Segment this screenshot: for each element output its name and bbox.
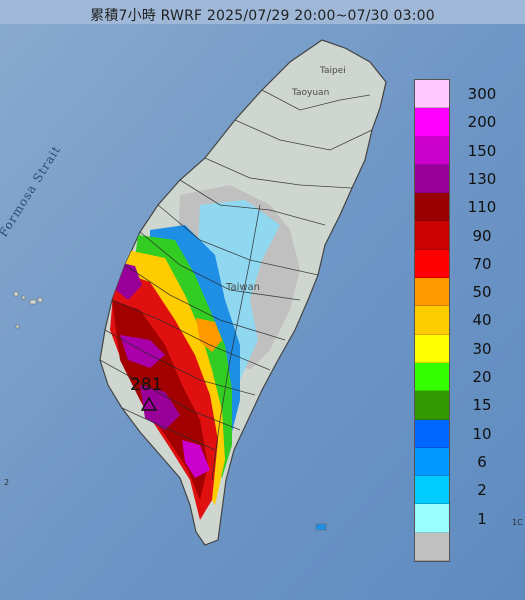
legend-label: 2 bbox=[477, 481, 487, 500]
legend-label: 1 bbox=[477, 509, 487, 528]
legend-swatch bbox=[415, 193, 449, 222]
legend-label: 15 bbox=[472, 396, 492, 415]
legend-swatch bbox=[415, 164, 449, 194]
legend-swatch bbox=[415, 108, 449, 137]
legend-label: 70 bbox=[472, 254, 492, 273]
offshore-islets bbox=[13, 291, 327, 531]
legend-swatch bbox=[415, 447, 449, 477]
legend-label: 20 bbox=[472, 368, 492, 386]
legend-swatch bbox=[415, 419, 449, 448]
legend-swatch bbox=[415, 391, 449, 420]
city-label-taoyuan: Taoyuan bbox=[292, 88, 330, 98]
legend-label: 150 bbox=[467, 141, 497, 160]
legend-swatch bbox=[415, 476, 449, 505]
map-title: 累積7小時 RWRF 2025/07/29 20:00~07/30 03:00 bbox=[90, 8, 435, 24]
legend-label: 30 bbox=[472, 339, 492, 358]
max-rain-triangle bbox=[140, 396, 158, 411]
legend-label: 90 bbox=[472, 226, 492, 245]
legend-label: 110 bbox=[467, 198, 497, 217]
legend-swatch bbox=[415, 221, 449, 250]
max-rain-value: 281 bbox=[130, 375, 163, 395]
legend-label: 130 bbox=[467, 169, 497, 188]
legend-swatch bbox=[415, 362, 449, 392]
legend-label: 50 bbox=[472, 283, 492, 302]
rainfall-layer bbox=[110, 185, 300, 520]
rain-zone-130-150-b bbox=[120, 335, 165, 368]
legend-swatch bbox=[415, 334, 449, 363]
legend-swatch bbox=[415, 80, 449, 109]
edge-label-left: 2 bbox=[4, 478, 10, 487]
rain-zone-40-50 bbox=[196, 318, 222, 352]
county-boundaries bbox=[99, 89, 373, 481]
legend-label: 10 bbox=[472, 424, 492, 443]
header-band bbox=[0, 0, 525, 24]
city-label-taipei: Taipei bbox=[320, 66, 346, 76]
legend-label: 40 bbox=[472, 311, 492, 330]
legend-swatch bbox=[415, 136, 449, 165]
legend-swatch bbox=[415, 306, 449, 335]
legend-swatch bbox=[415, 532, 449, 562]
island-label-taiwan: Taiwan bbox=[226, 282, 261, 293]
legend-swatch bbox=[415, 504, 449, 533]
legend-label: 200 bbox=[467, 113, 497, 132]
legend-label: 300 bbox=[467, 85, 497, 103]
rainfall-legend bbox=[414, 79, 450, 563]
legend-swatch bbox=[415, 278, 449, 307]
rain-zone-130-150-c bbox=[140, 385, 180, 430]
legend-swatch bbox=[415, 249, 449, 279]
edge-label-right: 1C bbox=[512, 518, 523, 527]
rain-zone-150-200 bbox=[182, 440, 210, 478]
legend-label: 6 bbox=[477, 452, 487, 471]
